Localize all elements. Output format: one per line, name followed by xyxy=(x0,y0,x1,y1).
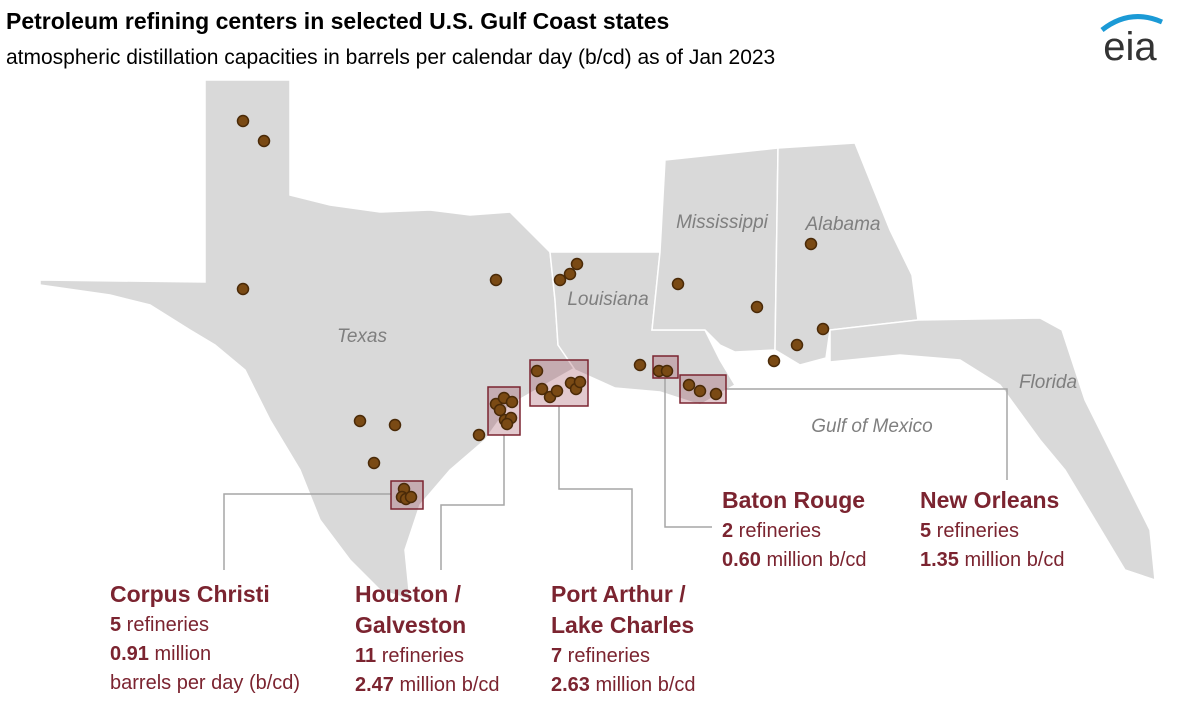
capacity-value: 0.91 xyxy=(110,643,149,665)
count-value: 5 xyxy=(920,520,931,542)
texas xyxy=(39,79,577,602)
capacity-unit: million b/cd xyxy=(590,674,696,696)
refinery-dot xyxy=(236,114,250,128)
refinery-dot xyxy=(816,322,830,336)
refinery-dot xyxy=(693,384,707,398)
refinery-dot xyxy=(500,417,514,431)
center-name: Port Arthur / xyxy=(551,581,686,607)
mississippi xyxy=(651,147,779,353)
leader xyxy=(726,388,1008,480)
refinery-dot xyxy=(804,237,818,251)
refinery-dot xyxy=(790,338,804,352)
refinery-dot xyxy=(750,300,764,314)
region-label: Texas xyxy=(337,326,387,347)
count-value: 11 xyxy=(355,645,376,667)
capacity-value: 2.63 xyxy=(551,674,590,696)
center-name: Corpus Christi xyxy=(110,581,270,607)
capacity-unit: million b/cd xyxy=(959,549,1065,571)
capacity: 0.60 million b/cd xyxy=(722,549,867,571)
leader xyxy=(223,493,391,570)
refinery-count: 2 refineries xyxy=(722,520,821,542)
refinery-dot xyxy=(257,134,271,148)
capacity: 2.63 million b/cd xyxy=(551,674,696,696)
capacity-note: barrels per day (b/cd) xyxy=(110,672,300,694)
refinery-dot xyxy=(236,282,250,296)
refinery-dot xyxy=(767,354,781,368)
subtitle: atmospheric distillation capacities in b… xyxy=(6,46,775,69)
refinery-dot xyxy=(404,490,418,504)
florida xyxy=(829,317,1156,582)
refinery-dot xyxy=(388,418,402,432)
refinery-dot xyxy=(682,378,696,392)
refinery-dot xyxy=(570,257,584,271)
count-unit: refineries xyxy=(562,645,650,667)
region-label: Alabama xyxy=(805,214,881,235)
refinery-dot xyxy=(709,387,723,401)
refinery-dot xyxy=(367,456,381,470)
refinery-dot xyxy=(489,273,503,287)
capacity-value: 1.35 xyxy=(920,549,959,571)
center-name: Baton Rouge xyxy=(722,487,865,513)
refinery-count: 5 refineries xyxy=(110,614,209,636)
refinery-dot xyxy=(505,395,519,409)
region-label: Florida xyxy=(1019,372,1077,393)
capacity-unit: million b/cd xyxy=(394,674,500,696)
leaders xyxy=(223,378,1008,570)
refineries xyxy=(236,114,830,506)
title: Petroleum refining centers in selected U… xyxy=(6,8,669,34)
leader xyxy=(664,378,712,528)
capacity-value: 2.47 xyxy=(355,674,394,696)
refinery-count: 7 refineries xyxy=(551,645,650,667)
capacity-unit: million xyxy=(149,643,211,665)
refinery-dot xyxy=(660,364,674,378)
logo-arc xyxy=(1100,14,1164,32)
leader xyxy=(440,435,505,570)
capacity-unit: million b/cd xyxy=(761,549,867,571)
leader xyxy=(558,406,633,570)
count-value: 7 xyxy=(551,645,562,667)
refinery-dot xyxy=(353,414,367,428)
capacity: 0.91 million xyxy=(110,643,211,665)
refinery-dot xyxy=(671,277,685,291)
count-unit: refineries xyxy=(121,614,209,636)
capacity-value: 0.60 xyxy=(722,549,761,571)
refinery-dot xyxy=(493,403,507,417)
capacity: 2.47 million b/cd xyxy=(355,674,500,696)
center-name: New Orleans xyxy=(920,487,1059,513)
refinery-count: 5 refineries xyxy=(920,520,1019,542)
refinery-dot xyxy=(472,428,486,442)
center-name: Houston / xyxy=(355,581,462,607)
refinery-dot xyxy=(633,358,647,372)
count-unit: refineries xyxy=(376,645,464,667)
region-label: Gulf of Mexico xyxy=(811,416,932,437)
refinery-count: 11 refineries xyxy=(355,645,464,667)
refinery-dot xyxy=(550,384,564,398)
callouts: Corpus Christi 5 refineries 0.91 million ba… xyxy=(110,487,1065,696)
count-unit: refineries xyxy=(931,520,1019,542)
center-name: Galveston xyxy=(355,612,466,638)
center-name: Lake Charles xyxy=(551,612,694,638)
region-label: Mississippi xyxy=(676,212,769,233)
count-value: 2 xyxy=(722,520,733,542)
refinery-dot xyxy=(563,267,577,281)
refinery-dot xyxy=(573,375,587,389)
region-label: Louisiana xyxy=(567,289,648,310)
count-value: 5 xyxy=(110,614,121,636)
refinery-dot xyxy=(553,273,567,287)
refinery-dot xyxy=(530,364,544,378)
count-unit: refineries xyxy=(733,520,821,542)
states xyxy=(39,79,1156,602)
capacity: 1.35 million b/cd xyxy=(920,549,1065,571)
refinery-dot xyxy=(535,382,549,396)
logo: eia xyxy=(1103,25,1157,69)
